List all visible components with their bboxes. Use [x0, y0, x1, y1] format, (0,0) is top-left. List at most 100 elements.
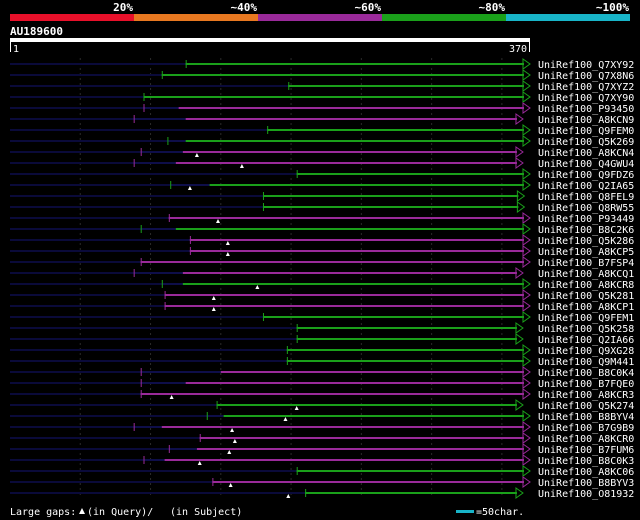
- subject-gap-label: (in Subject): [170, 507, 242, 518]
- hit-label[interactable]: UniRef100_A8KCR8: [538, 280, 634, 291]
- query-gap-marker-icon: [230, 428, 235, 432]
- hit-label[interactable]: UniRef100_B8BYV4: [538, 412, 634, 423]
- hit-label[interactable]: UniRef100_Q9XG28: [538, 346, 634, 357]
- large-gaps-label: Large gaps:: [10, 507, 76, 518]
- hit-label[interactable]: UniRef100_Q4GWU4: [538, 159, 634, 170]
- hit-arrow-icon: [522, 344, 531, 356]
- hit-label[interactable]: UniRef100_B7FUM6: [538, 445, 634, 456]
- hit-lead: [143, 459, 165, 461]
- hit-arrow-icon: [522, 377, 531, 389]
- hit-arrow-icon: [515, 267, 524, 279]
- query-gap-marker-icon: [228, 483, 233, 487]
- hit-label[interactable]: UniRef100_A8KC06: [538, 467, 634, 478]
- hit-alignment-bar: [161, 74, 524, 76]
- hit-label[interactable]: UniRef100_Q9FDZ6: [538, 170, 634, 181]
- hit-row: UniRef100_Q9M441: [10, 355, 634, 368]
- hit-lead: [133, 272, 183, 274]
- hit-label[interactable]: UniRef100_Q5K286: [538, 236, 634, 247]
- hit-alignment-bar: [175, 228, 525, 230]
- hit-label[interactable]: UniRef100_B7FQE0: [538, 379, 634, 390]
- hit-label[interactable]: UniRef100_Q9FEM0: [538, 126, 634, 137]
- legend-swatch: [134, 14, 258, 21]
- hit-alignment-bar: [220, 371, 525, 373]
- query-gap-marker-icon: [225, 241, 230, 245]
- hit-row: UniRef100_Q8RW55: [10, 201, 634, 214]
- hit-label[interactable]: UniRef100_A8KCR0: [538, 434, 634, 445]
- hit-alignment-bar: [209, 184, 524, 186]
- hit-alignment-bar: [182, 272, 517, 274]
- hit-list: UniRef100_Q7XY92UniRef100_Q7X8N6UniRef10…: [10, 58, 634, 500]
- hit-alignment-bar: [296, 327, 517, 329]
- hit-alignment-bar: [168, 217, 525, 219]
- hit-label[interactable]: UniRef100_A8KCR3: [538, 390, 634, 401]
- hit-row: UniRef100_Q9FEM0: [10, 124, 634, 137]
- hit-lead: [133, 118, 186, 120]
- hit-row: UniRef100_Q2IA66: [10, 333, 634, 346]
- hit-label[interactable]: UniRef100_B7FSP4: [538, 258, 634, 269]
- scale-label: =50char.: [476, 507, 524, 518]
- hit-label[interactable]: UniRef100_B7G9B9: [538, 423, 634, 434]
- hit-label[interactable]: UniRef100_A8KCQ1: [538, 269, 634, 280]
- hit-label[interactable]: UniRef100_Q5K258: [538, 324, 634, 335]
- hit-label[interactable]: UniRef100_Q7X8N6: [538, 71, 634, 82]
- hit-row: UniRef100_A8KCP5: [10, 245, 634, 258]
- legend-swatch: [10, 14, 134, 21]
- query-gap-marker-icon: [79, 508, 85, 514]
- query-start-label: 1: [13, 44, 19, 55]
- hit-label[interactable]: UniRef100_Q2IA66: [538, 335, 634, 346]
- hit-arrow-icon: [522, 410, 531, 422]
- hit-arrow-icon: [522, 135, 531, 147]
- hit-arrow-icon: [522, 388, 531, 400]
- hit-alignment-bar: [296, 338, 517, 340]
- hit-label[interactable]: UniRef100_A8KCN4: [538, 148, 634, 159]
- legend-label: ~40%: [231, 1, 258, 14]
- identity-scale-labels: 20% ~40% ~60% ~80% ~100%: [113, 1, 629, 14]
- hit-label[interactable]: UniRef100_A8KCP1: [538, 302, 634, 313]
- hit-label[interactable]: UniRef100_Q7XY92: [538, 60, 634, 71]
- hit-label[interactable]: UniRef100_B8C2K6: [538, 225, 634, 236]
- hit-label[interactable]: UniRef100_A8KCN9: [538, 115, 634, 126]
- hit-label[interactable]: UniRef100_O81932: [538, 489, 634, 500]
- hit-arrow-icon: [515, 333, 524, 345]
- hit-label[interactable]: UniRef100_B8C0K3: [538, 456, 634, 467]
- hit-arrow-icon: [522, 102, 531, 114]
- hit-label[interactable]: UniRef100_Q5K274: [538, 401, 634, 412]
- hit-label[interactable]: UniRef100_Q9M441: [538, 357, 634, 368]
- hit-lead: [161, 283, 183, 285]
- hit-alignment-bar: [296, 173, 524, 175]
- hit-arrow-icon: [522, 58, 531, 70]
- query-gap-marker-icon: [194, 153, 199, 157]
- hit-label[interactable]: UniRef100_Q7XYZ2: [538, 82, 634, 93]
- hit-lead: [140, 371, 221, 373]
- query-gap-label: (in Query)/: [87, 507, 153, 518]
- hit-label[interactable]: UniRef100_Q2IA65: [538, 181, 634, 192]
- query-gap-marker-icon: [283, 417, 288, 421]
- hit-label[interactable]: UniRef100_B8BYV3: [538, 478, 634, 489]
- hit-alignment-bar: [189, 239, 524, 241]
- legend-swatch: [506, 14, 630, 21]
- hit-arrow-icon: [522, 476, 531, 488]
- hit-row: UniRef100_P93449: [10, 212, 634, 225]
- hit-row: UniRef100_B7FQE0: [10, 377, 634, 390]
- hit-label[interactable]: UniRef100_P93449: [538, 214, 634, 225]
- hit-label[interactable]: UniRef100_P93450: [538, 104, 634, 115]
- hit-label[interactable]: UniRef100_Q8RW55: [538, 203, 634, 214]
- hit-label[interactable]: UniRef100_Q8FEL9: [538, 192, 634, 203]
- hit-row: UniRef100_Q9FEM1: [10, 311, 634, 324]
- hit-alignment-bar: [216, 404, 517, 406]
- hit-arrow-icon: [522, 80, 531, 92]
- hit-arrow-icon: [522, 91, 531, 103]
- hit-arrow-icon: [515, 157, 524, 169]
- hit-label[interactable]: UniRef100_Q9FEM1: [538, 313, 634, 324]
- hit-label[interactable]: UniRef100_B8C0K4: [538, 368, 634, 379]
- hit-label[interactable]: UniRef100_Q5K269: [538, 137, 634, 148]
- hit-alignment-bar: [178, 107, 524, 109]
- hit-label[interactable]: UniRef100_Q5K281: [538, 291, 634, 302]
- hit-label[interactable]: UniRef100_Q7XY90: [538, 93, 634, 104]
- hit-label[interactable]: UniRef100_A8KCP5: [538, 247, 634, 258]
- hit-alignment-bar: [286, 349, 524, 351]
- hit-alignment-bar: [185, 140, 525, 142]
- hit-row: UniRef100_Q5K281: [10, 289, 634, 302]
- hit-alignment-bar: [164, 305, 524, 307]
